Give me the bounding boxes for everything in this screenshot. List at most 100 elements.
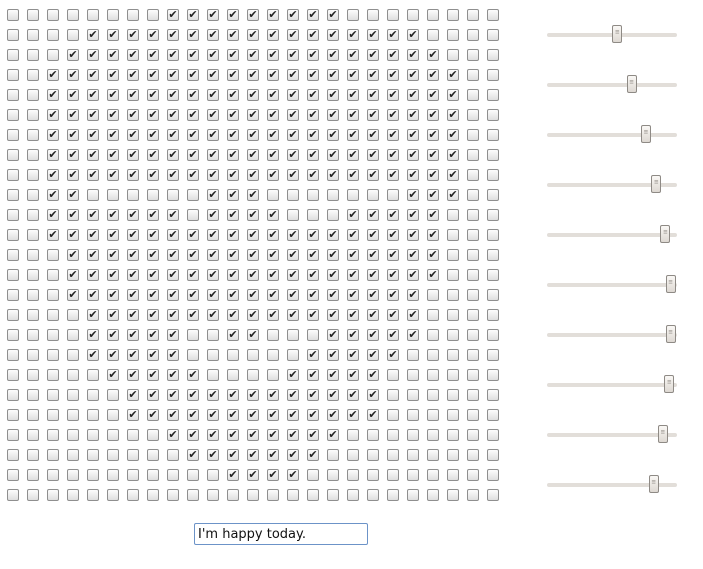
checkbox[interactable]: ✔ [147,408,159,421]
checkbox[interactable] [487,249,499,261]
checkbox[interactable]: ✔ [67,248,79,261]
checkbox[interactable]: ✔ [127,148,139,161]
checkbox[interactable] [467,29,479,41]
checkbox[interactable]: ✔ [87,88,99,101]
checkbox[interactable] [487,169,499,181]
slider-thumb[interactable]: ≡ [648,475,659,493]
checkbox[interactable] [307,189,319,201]
checkbox[interactable]: ✔ [307,348,319,361]
checkbox[interactable]: ✔ [167,308,179,321]
checkbox[interactable]: ✔ [47,88,59,101]
checkbox[interactable] [267,349,279,361]
checkbox[interactable] [307,489,319,501]
checkbox[interactable]: ✔ [367,268,379,281]
checkbox[interactable]: ✔ [207,148,219,161]
checkbox[interactable] [47,9,59,21]
checkbox[interactable] [7,89,19,101]
checkbox[interactable] [407,9,419,21]
checkbox[interactable]: ✔ [327,368,339,381]
checkbox[interactable] [447,389,459,401]
checkbox[interactable]: ✔ [207,68,219,81]
checkbox[interactable]: ✔ [87,68,99,81]
checkbox[interactable]: ✔ [227,108,239,121]
checkbox[interactable] [107,469,119,481]
checkbox[interactable]: ✔ [327,288,339,301]
checkbox[interactable] [387,449,399,461]
checkbox[interactable]: ✔ [267,8,279,21]
checkbox[interactable]: ✔ [307,128,319,141]
slider-thumb[interactable]: ≡ [660,225,671,243]
checkbox[interactable]: ✔ [287,248,299,261]
checkbox[interactable]: ✔ [147,388,159,401]
checkbox[interactable] [487,129,499,141]
checkbox[interactable]: ✔ [67,268,79,281]
checkbox[interactable]: ✔ [227,228,239,241]
checkbox[interactable] [487,269,499,281]
checkbox[interactable]: ✔ [247,188,259,201]
checkbox[interactable]: ✔ [287,228,299,241]
checkbox[interactable]: ✔ [287,148,299,161]
checkbox[interactable] [427,389,439,401]
checkbox[interactable] [187,329,199,341]
checkbox[interactable] [487,389,499,401]
checkbox[interactable] [47,269,59,281]
checkbox[interactable]: ✔ [187,168,199,181]
checkbox[interactable]: ✔ [107,328,119,341]
checkbox[interactable]: ✔ [407,288,419,301]
checkbox[interactable]: ✔ [307,8,319,21]
checkbox[interactable]: ✔ [227,168,239,181]
checkbox[interactable] [87,429,99,441]
checkbox[interactable]: ✔ [107,228,119,241]
checkbox[interactable]: ✔ [187,48,199,61]
checkbox[interactable] [327,469,339,481]
checkbox[interactable]: ✔ [327,168,339,181]
checkbox[interactable]: ✔ [207,28,219,41]
checkbox[interactable] [27,269,39,281]
checkbox[interactable]: ✔ [307,68,319,81]
checkbox[interactable] [27,449,39,461]
checkbox[interactable]: ✔ [207,288,219,301]
checkbox[interactable]: ✔ [267,208,279,221]
checkbox[interactable] [27,469,39,481]
slider[interactable]: ≡ [547,23,677,47]
checkbox[interactable]: ✔ [87,48,99,61]
checkbox[interactable]: ✔ [187,308,199,321]
checkbox[interactable] [447,29,459,41]
checkbox[interactable]: ✔ [87,268,99,281]
checkbox[interactable]: ✔ [47,228,59,241]
checkbox[interactable]: ✔ [227,48,239,61]
checkbox[interactable]: ✔ [347,368,359,381]
checkbox[interactable] [327,189,339,201]
checkbox[interactable]: ✔ [107,288,119,301]
checkbox[interactable] [7,469,19,481]
checkbox[interactable]: ✔ [447,128,459,141]
checkbox[interactable] [67,489,79,501]
checkbox[interactable]: ✔ [387,228,399,241]
checkbox[interactable]: ✔ [387,208,399,221]
checkbox[interactable] [187,349,199,361]
checkbox[interactable]: ✔ [247,148,259,161]
slider[interactable]: ≡ [547,273,677,297]
checkbox[interactable] [7,489,19,501]
checkbox[interactable] [387,389,399,401]
checkbox[interactable]: ✔ [147,168,159,181]
checkbox[interactable] [7,109,19,121]
checkbox[interactable] [427,469,439,481]
checkbox[interactable] [127,429,139,441]
checkbox[interactable]: ✔ [87,208,99,221]
checkbox[interactable]: ✔ [307,388,319,401]
checkbox[interactable]: ✔ [387,108,399,121]
checkbox[interactable]: ✔ [267,468,279,481]
checkbox[interactable] [427,369,439,381]
checkbox[interactable] [407,349,419,361]
checkbox[interactable] [487,429,499,441]
checkbox[interactable]: ✔ [267,408,279,421]
checkbox[interactable] [487,209,499,221]
checkbox[interactable]: ✔ [107,168,119,181]
checkbox[interactable]: ✔ [387,348,399,361]
checkbox[interactable]: ✔ [67,188,79,201]
checkbox[interactable] [487,369,499,381]
checkbox[interactable]: ✔ [47,188,59,201]
checkbox[interactable] [447,269,459,281]
checkbox[interactable]: ✔ [147,228,159,241]
